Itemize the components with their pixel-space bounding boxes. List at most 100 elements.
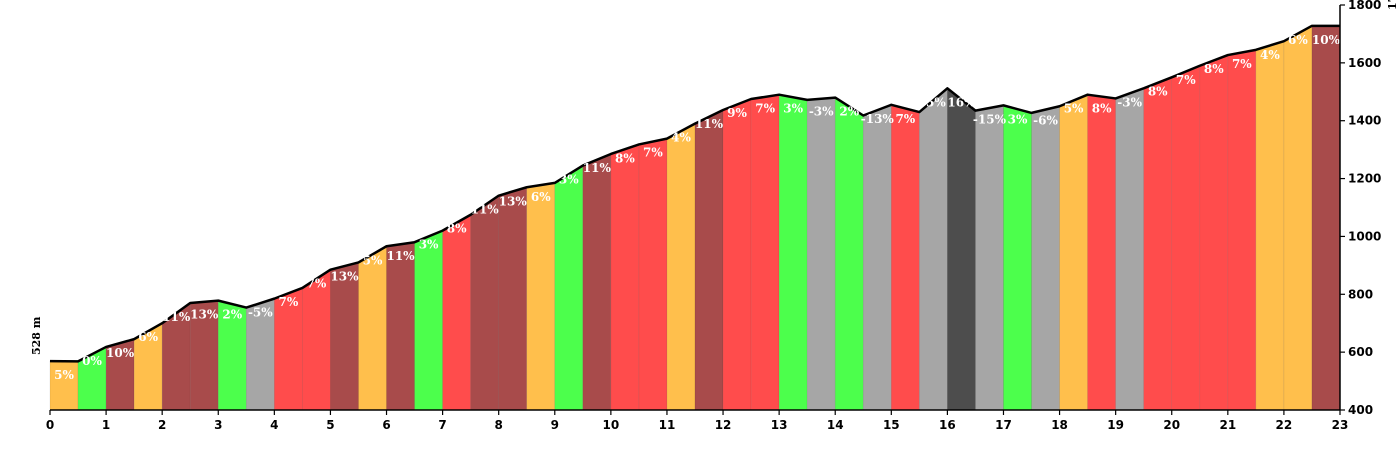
grade-label: -5%: [248, 306, 273, 320]
grade-label: 10%: [106, 346, 135, 360]
x-axis: 0 1 2 3 4 5 6 7 8 9 10 11 12 13 14 15 16 17 18 19 20 21 22 23: [46, 409, 1349, 432]
grade-label: -6%: [1033, 113, 1058, 127]
x-tick-label: 15: [883, 418, 900, 432]
grade-label: 5%: [54, 368, 74, 382]
x-tick-label: 16: [939, 418, 956, 432]
profile-outline-line: [49, 24, 1340, 363]
grade-labels: 5%0%10%6%11% 13% 2% -5%7%7%13%5% 11%3%8%11%1…: [54, 33, 1340, 382]
profile-segment: [834, 97, 864, 411]
profile-segment: [1171, 65, 1201, 411]
x-tick-label: 5: [326, 418, 334, 432]
grade-label: 2%: [222, 308, 242, 322]
grade-label: 8%: [615, 151, 635, 165]
y-tick-label: 1800: [1348, 0, 1381, 12]
y-tick-label: 800: [1348, 287, 1373, 301]
grade-label: 8%: [1204, 62, 1224, 76]
grade-label: 3%: [419, 238, 439, 252]
profile-segment: [414, 230, 443, 411]
profile-segment: [442, 214, 471, 411]
profile-segment: [891, 104, 920, 411]
x-tick-label: 2: [158, 418, 166, 432]
profile-outline: [49, 24, 1340, 363]
profile-segment: [666, 123, 696, 411]
profile-segment: [358, 245, 387, 411]
grade-label: 5%: [363, 253, 383, 267]
grade-label: 7%: [278, 295, 298, 309]
profile-segment: [1311, 25, 1341, 411]
x-tick-label: 0: [46, 418, 54, 432]
profile-segment: [610, 144, 640, 411]
x-tick-label: 8: [495, 418, 503, 432]
grade-label: 9%: [727, 106, 747, 120]
grade-label: 11%: [695, 117, 724, 131]
x-tick-label: 20: [1163, 418, 1180, 432]
grade-label: 13%: [499, 194, 528, 208]
profile-segment: [1003, 104, 1032, 411]
grade-label: 4%: [1260, 48, 1280, 62]
x-tick-label: 6: [382, 418, 390, 432]
profile-segment: [1143, 76, 1173, 411]
grade-label: 3%: [1008, 112, 1028, 126]
x-tick-label: 12: [715, 418, 732, 432]
grade-label: -3%: [809, 105, 834, 119]
grade-label: 6%: [531, 190, 551, 204]
grade-label: 10%: [1312, 33, 1341, 47]
grade-label: 5%: [1064, 102, 1084, 116]
grade-label: 8%: [447, 222, 467, 236]
profile-segment: [975, 105, 1004, 411]
x-tick-label: 3: [214, 418, 222, 432]
profile-segment: [526, 182, 556, 411]
grade-label: 7%: [1232, 57, 1252, 71]
grade-label: -5%: [921, 95, 946, 109]
profile-segment: [554, 165, 584, 411]
profile-segment: [1087, 94, 1116, 411]
grade-label: 11%: [386, 249, 415, 263]
grade-label: 6%: [1288, 33, 1308, 47]
profile-segment: [498, 186, 528, 411]
grade-label: 7%: [643, 146, 663, 160]
y-tick-label: 1000: [1348, 229, 1381, 243]
x-tick-label: 7: [438, 418, 446, 432]
grade-label: 11%: [471, 203, 500, 217]
x-tick-label: 10: [603, 418, 620, 432]
grade-label: 7%: [755, 102, 775, 116]
grade-label: 7%: [895, 112, 915, 126]
x-tick-label: 4: [270, 418, 278, 432]
profile-segment: [947, 87, 976, 411]
profile-segment: [722, 98, 752, 411]
profile-segment: [1059, 94, 1088, 411]
start-elevation-label: 528 m: [30, 316, 43, 355]
profile-segment: [694, 109, 724, 411]
profile-segment: [638, 138, 668, 411]
grade-label: -3%: [1117, 95, 1142, 109]
y-axis: 400 600 800 1000 1200 1400 1600 1800: [1339, 0, 1381, 417]
grade-label: 7%: [307, 277, 327, 291]
grade-label: 3%: [783, 102, 803, 116]
grade-label: 2%: [839, 105, 859, 119]
profile-segment: [1255, 40, 1285, 411]
y-tick-label: 1400: [1348, 114, 1381, 128]
x-tick-label: 23: [1332, 418, 1349, 432]
profile-segment: [470, 195, 499, 411]
profile-segment: [386, 241, 415, 411]
grade-label: 8%: [1092, 102, 1112, 116]
grade-label: 7%: [1176, 73, 1196, 87]
x-tick-label: 14: [827, 418, 844, 432]
grade-label: 0%: [82, 354, 102, 368]
x-tick-label: 22: [1276, 418, 1293, 432]
grade-label: 11%: [162, 310, 191, 324]
x-tick-label: 19: [1107, 418, 1124, 432]
x-tick-label: 13: [771, 418, 788, 432]
x-tick-label: 21: [1219, 418, 1236, 432]
x-tick-label: 18: [1051, 418, 1068, 432]
profile-segment: [582, 153, 612, 411]
y-tick-label: 600: [1348, 345, 1373, 359]
grade-label: -15%: [973, 112, 1007, 126]
x-tick-label: 9: [551, 418, 559, 432]
grade-label: 8%: [1148, 84, 1168, 98]
y-tick-label: 1200: [1348, 172, 1381, 186]
profile-segments: [49, 25, 1341, 411]
profile-segment: [919, 87, 948, 411]
x-tick-label: 17: [995, 418, 1012, 432]
